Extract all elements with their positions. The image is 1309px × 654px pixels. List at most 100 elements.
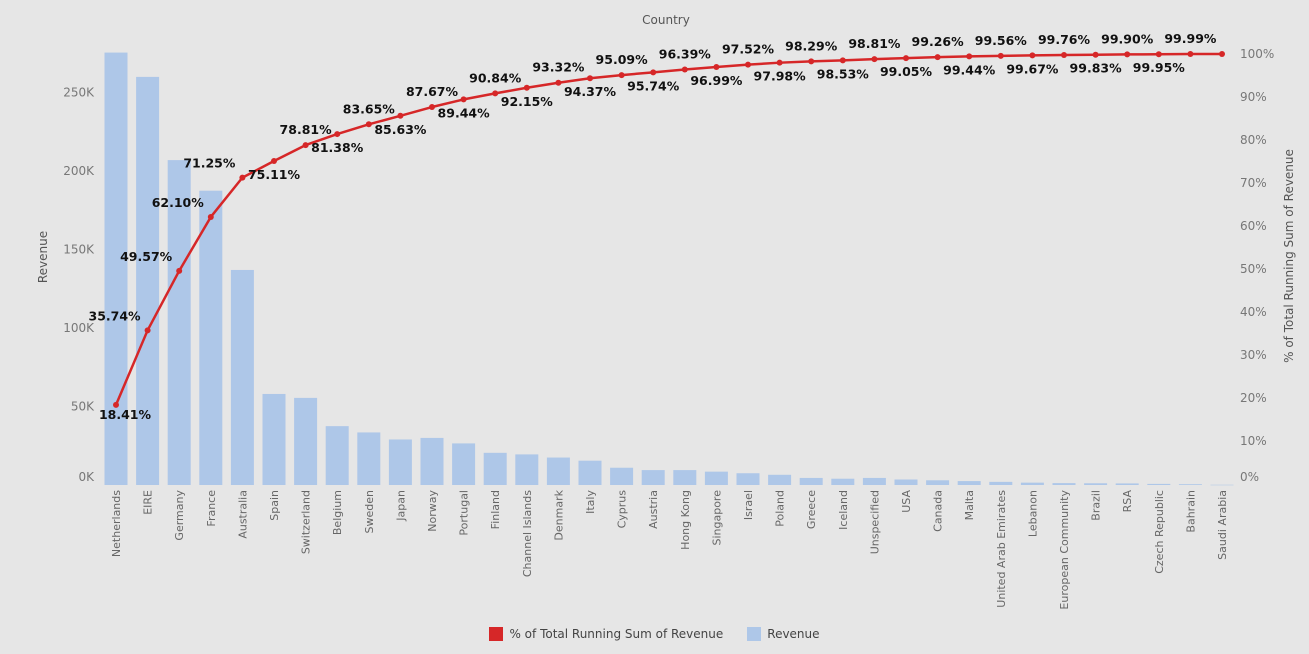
y2-tick-label-7: 70% bbox=[1240, 176, 1267, 190]
legend-label-revenue: Revenue bbox=[767, 627, 820, 641]
bar-21 bbox=[768, 474, 792, 485]
cumulative-point-0 bbox=[113, 401, 119, 408]
cumulative-point-33 bbox=[1155, 51, 1162, 58]
cumulative-point-9 bbox=[397, 112, 404, 119]
cumulative-point-27 bbox=[966, 53, 973, 60]
bar-32 bbox=[1115, 483, 1139, 485]
y2-tick-label-4: 40% bbox=[1240, 305, 1267, 319]
bar-13 bbox=[515, 454, 539, 485]
cumulative-label-16: 95.09% bbox=[596, 52, 649, 67]
bar-11 bbox=[452, 443, 476, 485]
cumulative-label-1: 35.74% bbox=[89, 308, 142, 323]
x-tick-label-34: Bahrain bbox=[1184, 490, 1197, 533]
legend-item-cumulative[interactable]: % of Total Running Sum of Revenue bbox=[489, 627, 723, 641]
legend-swatch-revenue bbox=[747, 627, 762, 641]
x-tick-label-3: France bbox=[205, 490, 218, 527]
cumulative-point-28 bbox=[997, 52, 1004, 59]
bar-9 bbox=[388, 439, 412, 485]
cumulative-label-17: 95.74% bbox=[627, 78, 680, 93]
cumulative-label-25: 99.05% bbox=[880, 64, 933, 79]
x-tick-label-26: Canada bbox=[932, 490, 945, 532]
y-tick-label-1: 50K bbox=[71, 400, 95, 414]
y2-axis-label: % of Total Running Sum of Revenue bbox=[1282, 149, 1296, 363]
cumulative-label-21: 97.98% bbox=[754, 69, 807, 84]
bar-6 bbox=[294, 397, 318, 485]
y2-tick-label-0: 0% bbox=[1240, 470, 1259, 484]
x-tick-label-15: Italy bbox=[584, 490, 597, 514]
y-tick-label-5: 250K bbox=[63, 86, 95, 100]
x-tick-label-4: Australia bbox=[236, 490, 249, 539]
cumulative-label-31: 99.83% bbox=[1070, 61, 1123, 76]
bar-30 bbox=[1052, 483, 1076, 485]
y2-tick-label-2: 20% bbox=[1240, 391, 1267, 405]
cumulative-point-10 bbox=[429, 104, 435, 111]
x-tick-label-20: Israel bbox=[742, 490, 755, 520]
cumulative-line bbox=[113, 51, 1225, 408]
cumulative-point-21 bbox=[776, 59, 783, 66]
cumulative-point-16 bbox=[618, 72, 625, 79]
bar-18 bbox=[673, 470, 697, 485]
x-tick-label-9: Japan bbox=[394, 490, 407, 522]
chart-title: Country bbox=[642, 13, 690, 27]
bar-20 bbox=[736, 473, 760, 485]
y2-tick-label-8: 80% bbox=[1240, 133, 1267, 147]
legend: % of Total Running Sum of Revenue Revenu… bbox=[0, 624, 1309, 644]
bar-34 bbox=[1178, 484, 1202, 485]
cumulative-label-22: 98.29% bbox=[785, 38, 838, 53]
x-tick-label-31: Brazil bbox=[1090, 490, 1103, 521]
cumulative-label-24: 98.81% bbox=[848, 36, 901, 51]
x-tick-label-35: Saudi Arabia bbox=[1216, 490, 1229, 560]
bar-26 bbox=[926, 480, 950, 485]
y-tick-label-2: 100K bbox=[63, 321, 95, 335]
cumulative-label-13: 92.15% bbox=[501, 94, 554, 109]
cumulative-point-32 bbox=[1124, 51, 1131, 58]
cumulative-label-6: 78.81% bbox=[280, 122, 333, 137]
cumulative-label-2: 49.57% bbox=[120, 249, 173, 264]
cumulative-label-10: 87.67% bbox=[406, 84, 459, 99]
cumulative-point-14 bbox=[555, 79, 562, 86]
cumulative-point-29 bbox=[1029, 52, 1036, 59]
bar-1 bbox=[136, 76, 160, 486]
x-tick-label-29: Lebanon bbox=[1026, 490, 1039, 537]
bar-12 bbox=[483, 452, 507, 485]
cumulative-line-path bbox=[114, 52, 1223, 406]
cumulative-label-33: 99.95% bbox=[1133, 60, 1186, 75]
x-tick-label-8: Sweden bbox=[363, 490, 376, 533]
cumulative-label-34: 99.99% bbox=[1164, 31, 1217, 46]
y-axis-ticks: 0K 50K 100K 150K 200K 250K bbox=[63, 86, 95, 484]
cumulative-point-23 bbox=[839, 57, 846, 64]
x-tick-label-32: RSA bbox=[1121, 490, 1134, 513]
bar-19 bbox=[704, 471, 728, 485]
cumulative-point-6 bbox=[302, 142, 309, 149]
x-tick-label-2: Germany bbox=[173, 490, 186, 541]
x-tick-label-11: Portugal bbox=[458, 490, 471, 536]
bar-27 bbox=[957, 481, 981, 485]
y2-tick-label-6: 60% bbox=[1240, 219, 1267, 233]
cumulative-point-30 bbox=[1061, 52, 1067, 59]
cumulative-label-19: 96.99% bbox=[690, 73, 743, 88]
cumulative-label-27: 99.44% bbox=[943, 62, 996, 77]
cumulative-point-19 bbox=[713, 63, 720, 70]
bar-22 bbox=[799, 477, 823, 485]
bar-31 bbox=[1084, 483, 1108, 485]
bar-10 bbox=[420, 437, 444, 485]
x-tick-label-0: Netherlands bbox=[110, 490, 123, 557]
y-tick-label-3: 150K bbox=[63, 243, 95, 257]
cumulative-label-15: 94.37% bbox=[564, 84, 617, 99]
x-tick-label-10: Norway bbox=[426, 490, 439, 532]
bar-16 bbox=[610, 467, 634, 485]
cumulative-point-26 bbox=[934, 54, 941, 61]
cumulative-label-8: 83.65% bbox=[343, 101, 396, 116]
cumulative-label-20: 97.52% bbox=[722, 42, 775, 57]
legend-item-revenue[interactable]: Revenue bbox=[747, 627, 820, 641]
cumulative-point-8 bbox=[365, 121, 372, 128]
legend-label-cumulative: % of Total Running Sum of Revenue bbox=[509, 627, 724, 641]
x-tick-label-7: Belgium bbox=[331, 490, 344, 535]
x-axis-ticks: Netherlands EIRE Germany France Australia Spa… bbox=[110, 489, 1229, 609]
bar-8 bbox=[357, 432, 381, 485]
x-tick-label-16: Cyprus bbox=[616, 490, 629, 529]
bar-33 bbox=[1147, 483, 1171, 485]
x-tick-label-12: Finland bbox=[489, 490, 502, 529]
x-tick-label-30: European Community bbox=[1058, 490, 1071, 610]
bar-25 bbox=[894, 479, 918, 485]
